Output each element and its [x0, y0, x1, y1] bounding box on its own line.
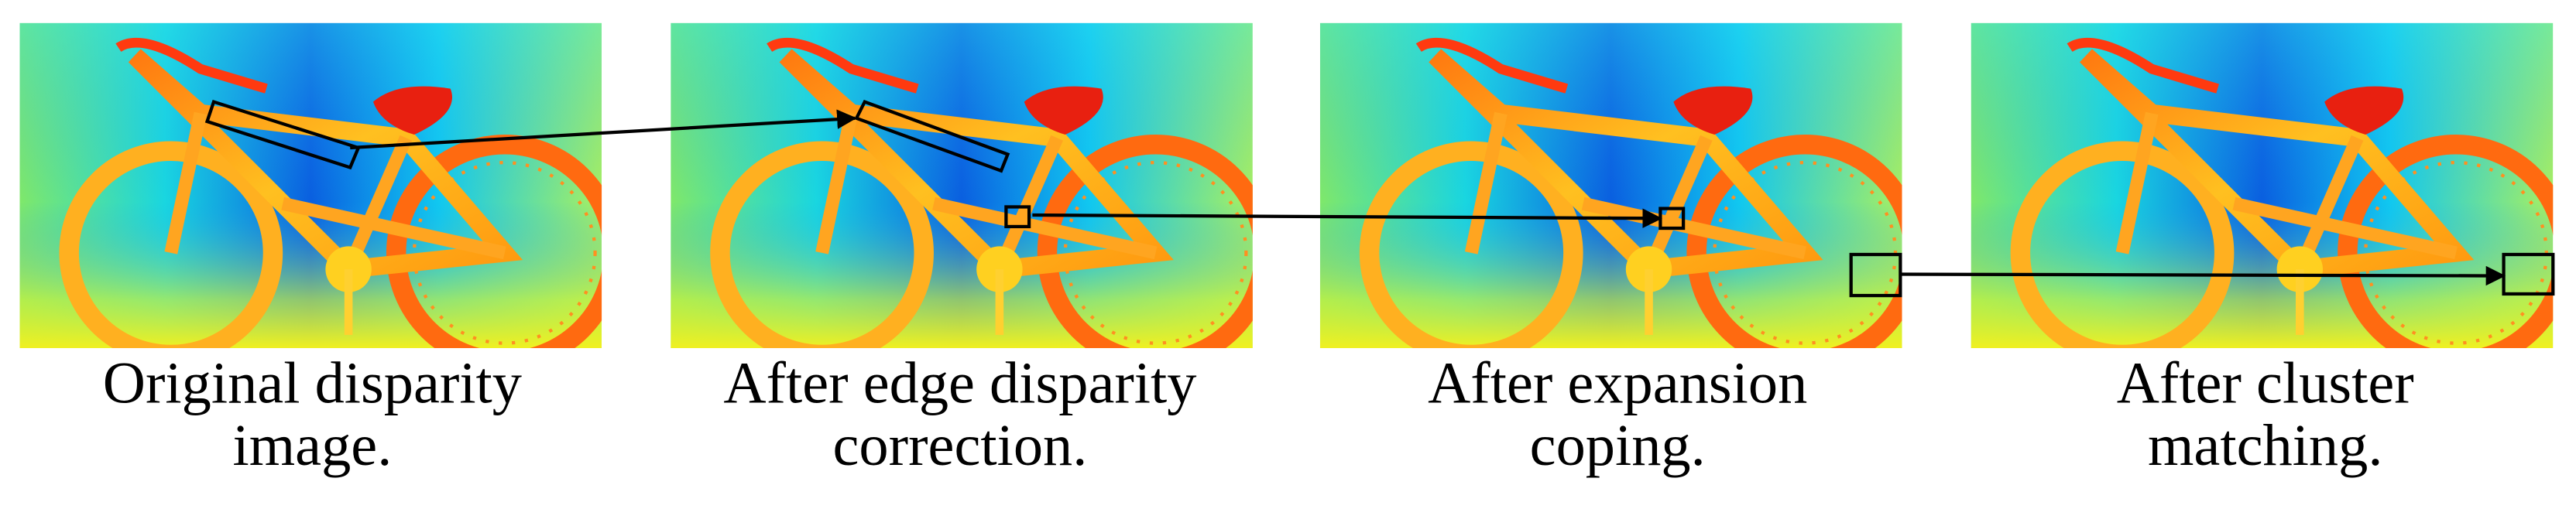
caption: Original disparity — [103, 350, 522, 416]
highlight-box — [204, 99, 361, 170]
arrow — [1900, 265, 2506, 286]
highlight-box — [854, 99, 1010, 173]
caption: After expansion — [1428, 350, 1807, 416]
caption: image. — [232, 412, 392, 478]
disparity-image — [19, 23, 612, 361]
arrow — [1032, 208, 1662, 228]
caption: After cluster — [2117, 350, 2414, 416]
highlight-box — [1004, 205, 1031, 229]
caption: coping. — [1530, 412, 1706, 478]
caption: matching. — [2148, 412, 2382, 478]
disparity-image — [1320, 23, 1913, 361]
arrow — [350, 109, 857, 150]
disparity-image — [1971, 23, 2564, 361]
annotations — [204, 99, 2555, 298]
disparity-image — [671, 23, 1264, 361]
caption: After edge disparity — [723, 350, 1196, 416]
caption: correction. — [833, 412, 1088, 478]
